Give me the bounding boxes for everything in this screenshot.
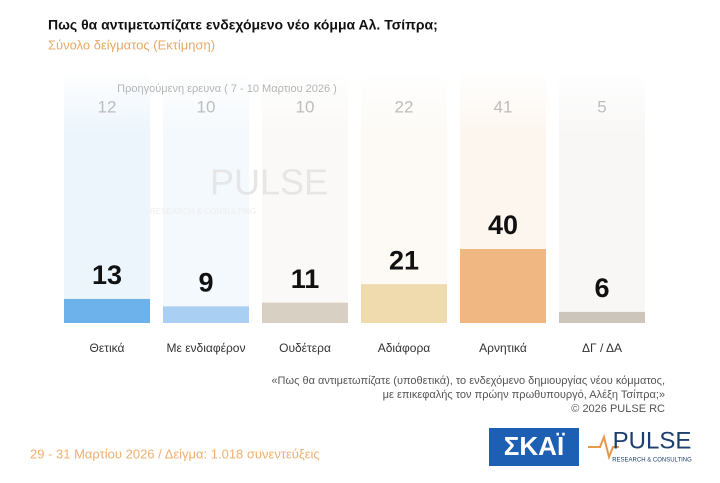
bar xyxy=(262,302,348,323)
watermark: PULSE xyxy=(210,162,328,203)
footer: 29 - 31 Μαρτίου 2026 / Δείγμα: 1.018 συν… xyxy=(30,446,320,461)
note: με επικεφαλής τον πρώην πρωθυπουργό, Αλέ… xyxy=(383,389,665,401)
previous-column-fade xyxy=(163,75,249,135)
value-label: 9 xyxy=(198,267,213,297)
pulse-icon xyxy=(588,433,619,461)
skai-logo-box xyxy=(489,428,579,466)
columns xyxy=(64,75,645,323)
value-label: 6 xyxy=(594,273,609,303)
x-tick-label: Θετικά xyxy=(90,341,125,355)
value-label: 21 xyxy=(389,245,419,275)
bar xyxy=(460,249,546,323)
x-tick-label: Αδιάφορα xyxy=(378,341,431,355)
bar xyxy=(163,306,249,323)
previous-value: 10 xyxy=(296,97,315,116)
x-tick-label: Ουδέτερα xyxy=(279,341,331,355)
previous-column-fade xyxy=(460,75,546,135)
value-label: 40 xyxy=(488,210,518,240)
chart-subtitle: Σύνολο δείγματος (Εκτίμηση) xyxy=(48,37,215,52)
bar xyxy=(361,284,447,323)
bar xyxy=(559,311,645,323)
previous-value: 22 xyxy=(395,97,414,116)
previous-column-fade xyxy=(559,75,645,135)
previous-value: 41 xyxy=(494,97,513,116)
previous-column-fade xyxy=(64,75,150,135)
watermark-sub: RESEARCH & CONSULTING xyxy=(150,207,256,216)
x-tick-label: Με ενδιαφέρον xyxy=(167,341,246,355)
previous-value: 5 xyxy=(597,97,606,116)
previous-column-fade xyxy=(361,75,447,135)
x-tick-label: Αρνητικά xyxy=(479,341,527,355)
bar xyxy=(64,298,150,323)
previous-value: 12 xyxy=(98,97,117,116)
previous-column-fade xyxy=(262,75,348,135)
x-tick-label: ΔΓ / ΔΑ xyxy=(582,341,622,355)
note: «Πως θα αντιμετωπίζατε (υποθετικά), το ε… xyxy=(271,375,665,387)
skai-logo: ΣΚΑΪ xyxy=(504,431,565,461)
pulse-logo-sub: RESEARCH & CONSULTING xyxy=(612,458,692,464)
note: © 2026 PULSE RC xyxy=(571,403,665,415)
value-label: 11 xyxy=(291,264,320,294)
previous-value: 10 xyxy=(197,97,216,116)
chart-title: Πως θα αντιμετωπίζατε ενδεχόμενο νέο κόμ… xyxy=(48,17,438,33)
pulse-logo: PULSE xyxy=(613,427,692,454)
previous-label: Προηγούμενη ερευνα ( 7 - 10 Μαρτιου 2026… xyxy=(117,83,337,95)
value-label: 13 xyxy=(92,260,122,290)
